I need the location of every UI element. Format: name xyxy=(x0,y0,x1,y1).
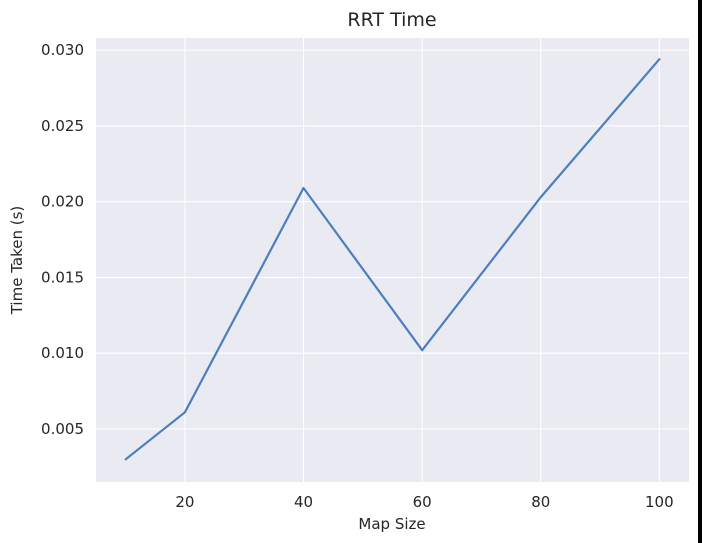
y-tick-label: 0.025 xyxy=(41,117,84,135)
x-tick-label: 20 xyxy=(175,493,194,511)
series-line xyxy=(124,58,661,461)
x-axis-label: Map Size xyxy=(358,515,425,533)
y-axis-ticks: 0.005 0.010 0.015 0.020 0.025 0.030 xyxy=(41,41,84,438)
y-tick-label: 0.015 xyxy=(41,268,84,286)
chart-title: RRT Time xyxy=(347,9,436,31)
x-tick-label: 60 xyxy=(413,493,432,511)
y-tick-label: 0.030 xyxy=(41,41,84,59)
plot-area xyxy=(96,38,689,482)
x-tick-label: 80 xyxy=(531,493,550,511)
grid xyxy=(96,38,689,482)
y-tick-label: 0.010 xyxy=(41,344,84,362)
y-axis-label: Time Taken (s) xyxy=(8,206,26,316)
x-axis-ticks: 20 40 60 80 100 xyxy=(175,493,673,511)
y-tick-label: 0.005 xyxy=(41,420,84,438)
y-tick-label: 0.020 xyxy=(41,193,84,211)
x-tick-label: 100 xyxy=(645,493,674,511)
x-tick-label: 40 xyxy=(294,493,313,511)
window-edge xyxy=(698,0,702,543)
